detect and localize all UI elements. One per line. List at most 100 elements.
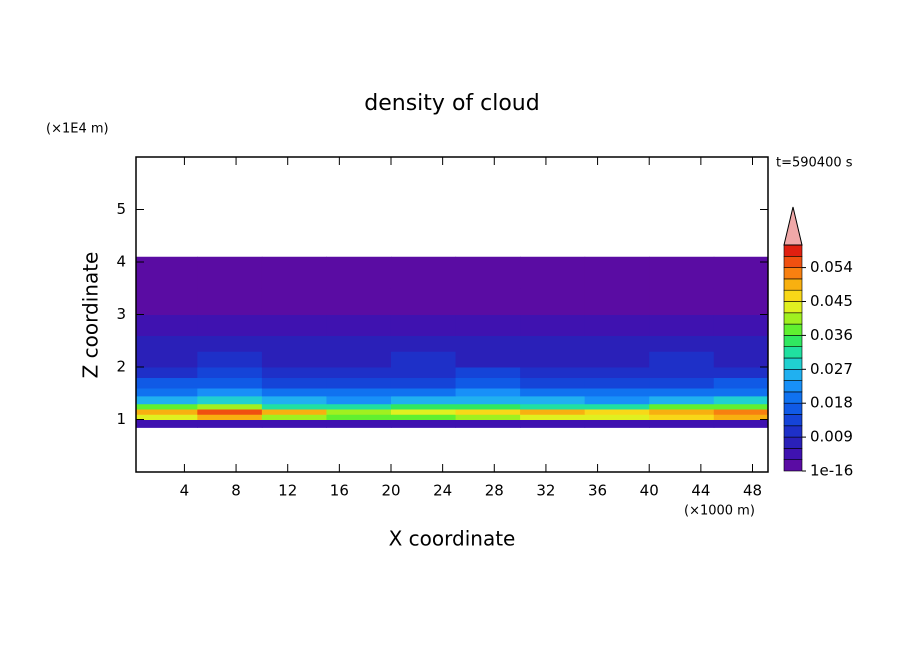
y-tick-label: 4	[116, 253, 126, 271]
cell	[261, 409, 327, 415]
cell	[584, 288, 650, 315]
cell	[261, 395, 327, 405]
cell	[649, 395, 715, 405]
x-tick-label: 40	[640, 482, 659, 500]
cell	[136, 314, 198, 336]
y-unit: (×1E4 m)	[46, 122, 109, 137]
cell	[326, 419, 392, 428]
cell	[455, 414, 521, 420]
cell	[520, 314, 586, 336]
cell	[520, 351, 586, 368]
cell	[649, 314, 715, 336]
cell	[390, 367, 457, 378]
cell	[326, 314, 392, 336]
cell	[649, 377, 715, 389]
cell	[390, 288, 457, 315]
cell	[197, 288, 263, 315]
colorbar-box	[783, 380, 803, 393]
cell	[261, 414, 327, 420]
cell	[520, 395, 586, 405]
cell	[197, 409, 263, 415]
colorbar-box	[783, 357, 803, 370]
colorbar-box	[783, 335, 803, 347]
cell	[649, 351, 715, 368]
cell	[713, 409, 769, 415]
cell	[713, 351, 769, 368]
cell	[520, 419, 586, 428]
cell	[455, 367, 521, 378]
cell	[197, 256, 263, 289]
annotation: t=590400 s	[776, 156, 853, 171]
cell	[584, 367, 650, 378]
cell	[136, 256, 198, 289]
cell	[261, 388, 327, 397]
cell	[390, 377, 457, 389]
colorbar-box	[783, 267, 803, 280]
cell	[713, 335, 769, 352]
cell	[455, 395, 521, 405]
cell	[455, 314, 521, 336]
cell	[455, 403, 521, 410]
cell	[455, 256, 521, 289]
colorbar-box	[783, 425, 803, 438]
colorbar-box	[783, 414, 803, 427]
cell	[197, 335, 263, 352]
cell	[584, 314, 650, 336]
cell	[649, 403, 715, 410]
cell	[455, 409, 521, 415]
x-axis-label: X coordinate	[389, 527, 516, 551]
cell	[390, 314, 457, 336]
cell	[261, 419, 327, 428]
cell	[197, 388, 263, 397]
cell	[326, 288, 392, 315]
colorbar-label: 0.027	[810, 360, 853, 378]
colorbar-box	[783, 346, 803, 359]
cell	[649, 414, 715, 420]
cell	[326, 256, 392, 289]
x-tick-label: 12	[278, 482, 297, 500]
x-tick-label: 48	[743, 482, 762, 500]
cell	[197, 314, 263, 336]
colorbar-box	[783, 289, 803, 302]
cell	[326, 377, 392, 389]
cell	[713, 414, 769, 420]
colorbar-box	[783, 301, 803, 314]
cell	[713, 314, 769, 336]
cell	[584, 409, 650, 415]
cell	[713, 388, 769, 397]
cell	[584, 395, 650, 405]
cell	[261, 377, 327, 389]
cell	[390, 403, 457, 410]
cell	[136, 388, 198, 397]
x-tick-label: 44	[691, 482, 710, 500]
colorbar-box	[783, 459, 803, 472]
colorbar-label: 0.018	[810, 394, 853, 412]
y-tick-label: 2	[116, 358, 126, 376]
cell	[520, 388, 586, 397]
colorbar-box	[783, 278, 803, 291]
colorbar-box	[783, 391, 803, 404]
cell	[261, 351, 327, 368]
cell	[649, 409, 715, 415]
cell	[136, 367, 198, 378]
x-tick-label: 24	[433, 482, 452, 500]
cell	[520, 409, 586, 415]
cell	[584, 414, 650, 420]
cell	[326, 367, 392, 378]
cell	[455, 377, 521, 389]
cell	[713, 256, 769, 289]
y-tick-label: 3	[116, 305, 126, 323]
cell	[520, 367, 586, 378]
cell	[326, 414, 392, 420]
chart-title: density of cloud	[364, 91, 539, 116]
x-tick-label: 20	[381, 482, 400, 500]
cell	[390, 388, 457, 397]
cell	[584, 419, 650, 428]
cell	[584, 351, 650, 368]
cell	[520, 414, 586, 420]
cell	[390, 256, 457, 289]
cell	[584, 335, 650, 352]
cell	[326, 403, 392, 410]
colorbar-label: 0.036	[810, 326, 853, 344]
